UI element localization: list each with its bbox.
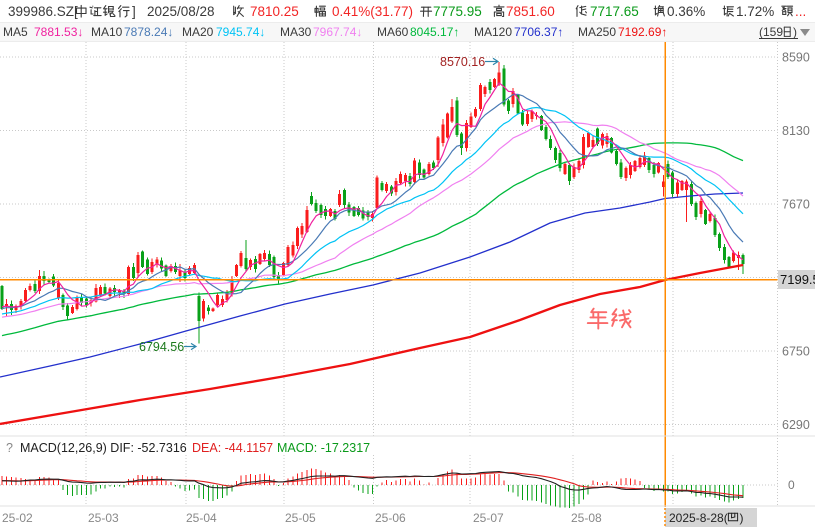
svg-text:8130: 8130 — [782, 124, 810, 138]
svg-text:8590: 8590 — [782, 51, 810, 65]
svg-text:6794.56: 6794.56 — [139, 340, 184, 354]
svg-text:7851.60: 7851.60 — [506, 4, 555, 19]
svg-text:7775.95: 7775.95 — [433, 4, 482, 19]
svg-text:...: ... — [795, 4, 806, 19]
svg-text:25-04: 25-04 — [186, 511, 217, 525]
svg-text:?: ? — [6, 441, 13, 455]
svg-text:7717.65: 7717.65 — [590, 4, 639, 19]
svg-text:6750: 6750 — [782, 345, 810, 359]
svg-text:7881.53↓: 7881.53↓ — [34, 25, 83, 39]
svg-text:25-05: 25-05 — [285, 511, 316, 525]
svg-text:2025/08/28: 2025/08/28 — [147, 4, 215, 19]
svg-text:25-08: 25-08 — [571, 511, 602, 525]
svg-text:): ) — [740, 511, 744, 525]
svg-text:DEA: -44.1157: DEA: -44.1157 — [192, 441, 273, 455]
svg-text:6290: 6290 — [782, 418, 810, 432]
svg-text:MA10: MA10 — [91, 25, 123, 39]
svg-text:MA60: MA60 — [377, 25, 409, 39]
svg-text:7706.37↑: 7706.37↑ — [514, 25, 563, 39]
svg-text:7810.25: 7810.25 — [250, 4, 299, 19]
svg-text:0.36%: 0.36% — [667, 4, 705, 19]
svg-text:399986.SZ[: 399986.SZ[ — [8, 4, 78, 19]
svg-text:MACD(12,26,9) DIF: -52.7316: MACD(12,26,9) DIF: -52.7316 — [20, 441, 187, 455]
svg-text:7945.74↓: 7945.74↓ — [216, 25, 265, 39]
svg-text:MACD: -17.2317: MACD: -17.2317 — [277, 441, 370, 455]
svg-text:25-06: 25-06 — [375, 511, 406, 525]
svg-text:7199.5: 7199.5 — [780, 272, 815, 287]
svg-text:7967.74↓: 7967.74↓ — [313, 25, 362, 39]
svg-text:0: 0 — [788, 478, 795, 492]
svg-text:MA250: MA250 — [578, 25, 616, 39]
svg-text:1.72%: 1.72% — [736, 4, 774, 19]
svg-text:25-02: 25-02 — [2, 511, 33, 525]
svg-text:2025-8-28(: 2025-8-28( — [669, 511, 728, 525]
svg-text:(159: (159 — [759, 25, 783, 39]
svg-text:MA30: MA30 — [280, 25, 312, 39]
svg-text:7670: 7670 — [782, 198, 810, 212]
svg-text:25-07: 25-07 — [473, 511, 504, 525]
svg-text:8045.17↑: 8045.17↑ — [410, 25, 459, 39]
svg-text:MA5: MA5 — [3, 25, 28, 39]
svg-text:): ) — [793, 25, 797, 39]
svg-text:MA120: MA120 — [474, 25, 512, 39]
svg-text:8570.16: 8570.16 — [440, 55, 485, 69]
svg-text:0.41%(31.77): 0.41%(31.77) — [332, 4, 413, 19]
svg-text:MA20: MA20 — [182, 25, 214, 39]
svg-text:7878.24↓: 7878.24↓ — [124, 25, 173, 39]
svg-text:7192.69↑: 7192.69↑ — [618, 25, 667, 39]
svg-text:25-03: 25-03 — [88, 511, 119, 525]
svg-text:]: ] — [132, 4, 136, 19]
